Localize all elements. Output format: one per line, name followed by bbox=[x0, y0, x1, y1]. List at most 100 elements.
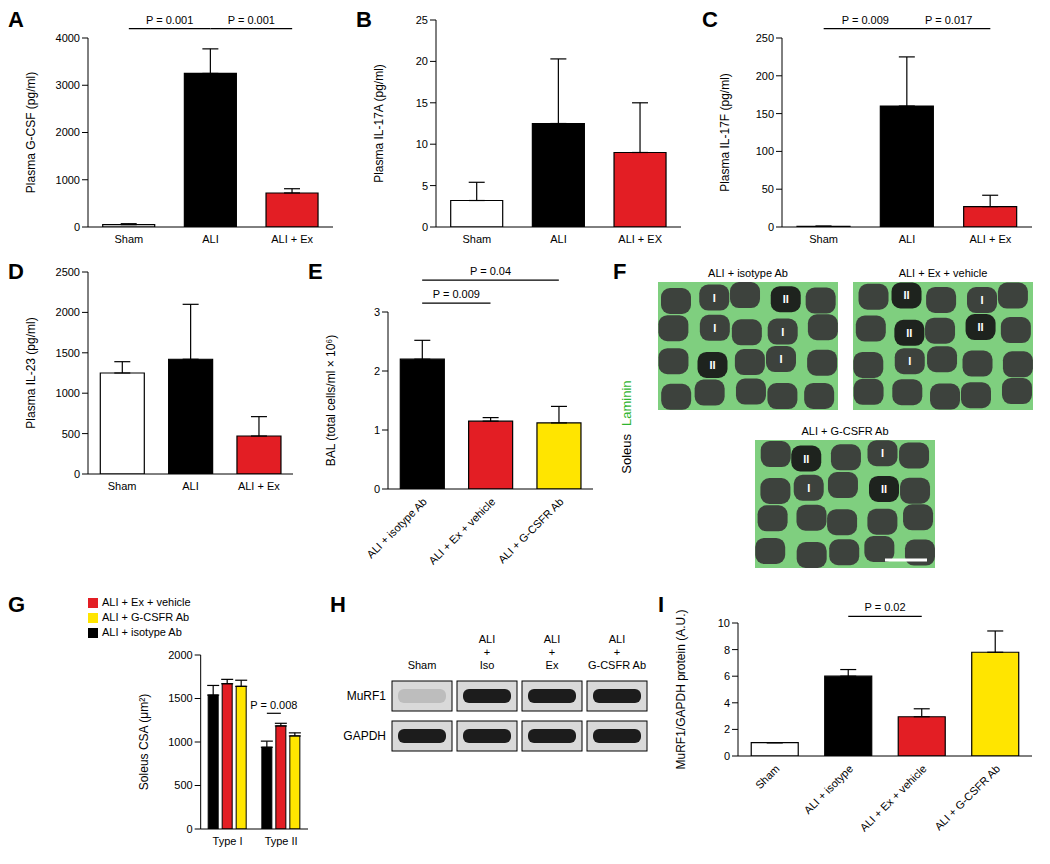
svg-text:25: 25 bbox=[416, 14, 428, 26]
svg-text:I: I bbox=[908, 355, 911, 367]
svg-text:Sham: Sham bbox=[809, 233, 838, 245]
svg-text:0: 0 bbox=[74, 468, 80, 480]
svg-text:0: 0 bbox=[422, 221, 428, 233]
svg-text:100: 100 bbox=[756, 145, 774, 157]
svg-text:Plasma IL-17A (pg/ml): Plasma IL-17A (pg/ml) bbox=[372, 64, 386, 183]
svg-text:ALI: ALI bbox=[202, 233, 219, 245]
svg-text:P = 0.009: P = 0.009 bbox=[842, 14, 889, 26]
svg-text:P = 0.017: P = 0.017 bbox=[925, 14, 972, 26]
svg-text:1500: 1500 bbox=[56, 347, 80, 359]
svg-text:20: 20 bbox=[416, 55, 428, 67]
svg-text:4000: 4000 bbox=[56, 32, 80, 44]
svg-text:10: 10 bbox=[718, 617, 730, 629]
svg-text:I: I bbox=[713, 322, 716, 334]
svg-text:P = 0.001: P = 0.001 bbox=[146, 14, 193, 26]
svg-text:I: I bbox=[807, 482, 810, 494]
svg-text:150: 150 bbox=[756, 108, 774, 120]
svg-text:II: II bbox=[709, 359, 715, 371]
svg-text:BAL (total cells/ml × 10⁶): BAL (total cells/ml × 10⁶) bbox=[324, 335, 338, 467]
svg-text:ALI + Ex: ALI + Ex bbox=[238, 480, 280, 492]
svg-text:MuRF1/GAPDH protein (A.U.): MuRF1/GAPDH protein (A.U.) bbox=[674, 609, 688, 769]
svg-text:P = 0.001: P = 0.001 bbox=[228, 14, 275, 26]
svg-text:1000: 1000 bbox=[56, 387, 80, 399]
svg-text:ALI + Ex + vehicle: ALI + Ex + vehicle bbox=[858, 762, 929, 833]
svg-text:Type II: Type II bbox=[265, 835, 298, 847]
svg-text:500: 500 bbox=[62, 428, 80, 440]
svg-text:Sham: Sham bbox=[108, 480, 137, 492]
svg-text:Type I: Type I bbox=[213, 835, 243, 847]
svg-text:Soleus: Soleus bbox=[619, 434, 634, 474]
svg-text:2: 2 bbox=[374, 365, 380, 377]
svg-text:0: 0 bbox=[74, 221, 80, 233]
svg-text:ALI: ALI bbox=[550, 233, 567, 245]
svg-text:ALI + isotype: ALI + isotype bbox=[802, 762, 856, 816]
svg-text:+: + bbox=[484, 646, 490, 658]
svg-text:2000: 2000 bbox=[56, 126, 80, 138]
svg-text:ALI + G-CSFR Ab: ALI + G-CSFR Ab bbox=[932, 762, 1002, 832]
svg-text:ALI + EX: ALI + EX bbox=[618, 233, 662, 245]
svg-text:ALI + G-CSFR Ab: ALI + G-CSFR Ab bbox=[496, 495, 566, 565]
svg-text:MuRF1: MuRF1 bbox=[347, 689, 387, 703]
svg-text:II: II bbox=[978, 321, 984, 333]
svg-text:5: 5 bbox=[422, 180, 428, 192]
svg-text:2000: 2000 bbox=[56, 306, 80, 318]
svg-text:ALI: ALI bbox=[479, 633, 496, 645]
svg-text:ALI: ALI bbox=[899, 233, 916, 245]
svg-text:I: I bbox=[781, 326, 784, 338]
svg-text:I: I bbox=[713, 292, 716, 304]
svg-text:II: II bbox=[906, 327, 912, 339]
svg-text:Iso: Iso bbox=[480, 659, 495, 671]
svg-text:ALI + isotype Ab: ALI + isotype Ab bbox=[708, 267, 788, 279]
svg-text:ALI: ALI bbox=[609, 633, 626, 645]
svg-text:P = 0.04: P = 0.04 bbox=[470, 265, 511, 277]
svg-text:15: 15 bbox=[416, 97, 428, 109]
svg-text:1000: 1000 bbox=[168, 736, 192, 748]
svg-text:P = 0.009: P = 0.009 bbox=[433, 288, 480, 300]
svg-text:Sham: Sham bbox=[462, 233, 491, 245]
svg-text:Laminin: Laminin bbox=[619, 380, 634, 426]
svg-text:I: I bbox=[779, 353, 782, 365]
svg-text:II: II bbox=[803, 453, 809, 465]
svg-text:4: 4 bbox=[724, 697, 730, 709]
svg-text:ALI + Ex: ALI + Ex bbox=[271, 233, 313, 245]
svg-text:3000: 3000 bbox=[56, 79, 80, 91]
svg-text:3: 3 bbox=[374, 306, 380, 318]
svg-text:6: 6 bbox=[724, 670, 730, 682]
svg-text:2500: 2500 bbox=[56, 266, 80, 278]
svg-text:I: I bbox=[980, 294, 983, 306]
svg-text:ALI + Ex + vehicle: ALI + Ex + vehicle bbox=[899, 267, 988, 279]
svg-text:0: 0 bbox=[374, 483, 380, 495]
svg-text:1500: 1500 bbox=[168, 692, 192, 704]
svg-text:2: 2 bbox=[724, 723, 730, 735]
svg-text:1000: 1000 bbox=[56, 174, 80, 186]
svg-text:Sham: Sham bbox=[114, 233, 143, 245]
svg-text:0: 0 bbox=[724, 750, 730, 762]
svg-text:ALI + Ex + vehicle: ALI + Ex + vehicle bbox=[426, 495, 497, 566]
svg-text:Ex: Ex bbox=[546, 659, 559, 671]
svg-text:8: 8 bbox=[724, 644, 730, 656]
svg-text:Plasma G-CSF (pg/ml): Plasma G-CSF (pg/ml) bbox=[24, 72, 38, 193]
svg-text:GAPDH: GAPDH bbox=[343, 729, 386, 743]
svg-text:+: + bbox=[549, 646, 555, 658]
svg-text:0: 0 bbox=[768, 221, 774, 233]
svg-text:+: + bbox=[614, 646, 620, 658]
svg-text:II: II bbox=[783, 293, 789, 305]
svg-text:ALI + G-CSFR Ab: ALI + G-CSFR Ab bbox=[801, 425, 888, 437]
svg-text:Plasma IL-23 (pg/ml): Plasma IL-23 (pg/ml) bbox=[24, 317, 38, 428]
svg-text:Sham: Sham bbox=[408, 659, 437, 671]
svg-text:50: 50 bbox=[762, 183, 774, 195]
svg-text:ALI + Ex: ALI + Ex bbox=[969, 233, 1011, 245]
svg-text:10: 10 bbox=[416, 138, 428, 150]
svg-text:P = 0.02: P = 0.02 bbox=[864, 601, 905, 613]
svg-text:ALI + isotype Ab: ALI + isotype Ab bbox=[364, 495, 429, 560]
svg-text:250: 250 bbox=[756, 32, 774, 44]
svg-text:G-CSFR Ab: G-CSFR Ab bbox=[588, 659, 646, 671]
svg-text:ALI: ALI bbox=[182, 480, 199, 492]
svg-text:1: 1 bbox=[374, 424, 380, 436]
svg-text:II: II bbox=[881, 483, 887, 495]
svg-text:P = 0.008: P = 0.008 bbox=[250, 699, 297, 711]
svg-text:I: I bbox=[881, 447, 884, 459]
svg-text:2000: 2000 bbox=[168, 649, 192, 661]
svg-text:Sham: Sham bbox=[753, 762, 782, 791]
svg-text:Plasma IL-17F (pg/ml): Plasma IL-17F (pg/ml) bbox=[718, 73, 732, 192]
